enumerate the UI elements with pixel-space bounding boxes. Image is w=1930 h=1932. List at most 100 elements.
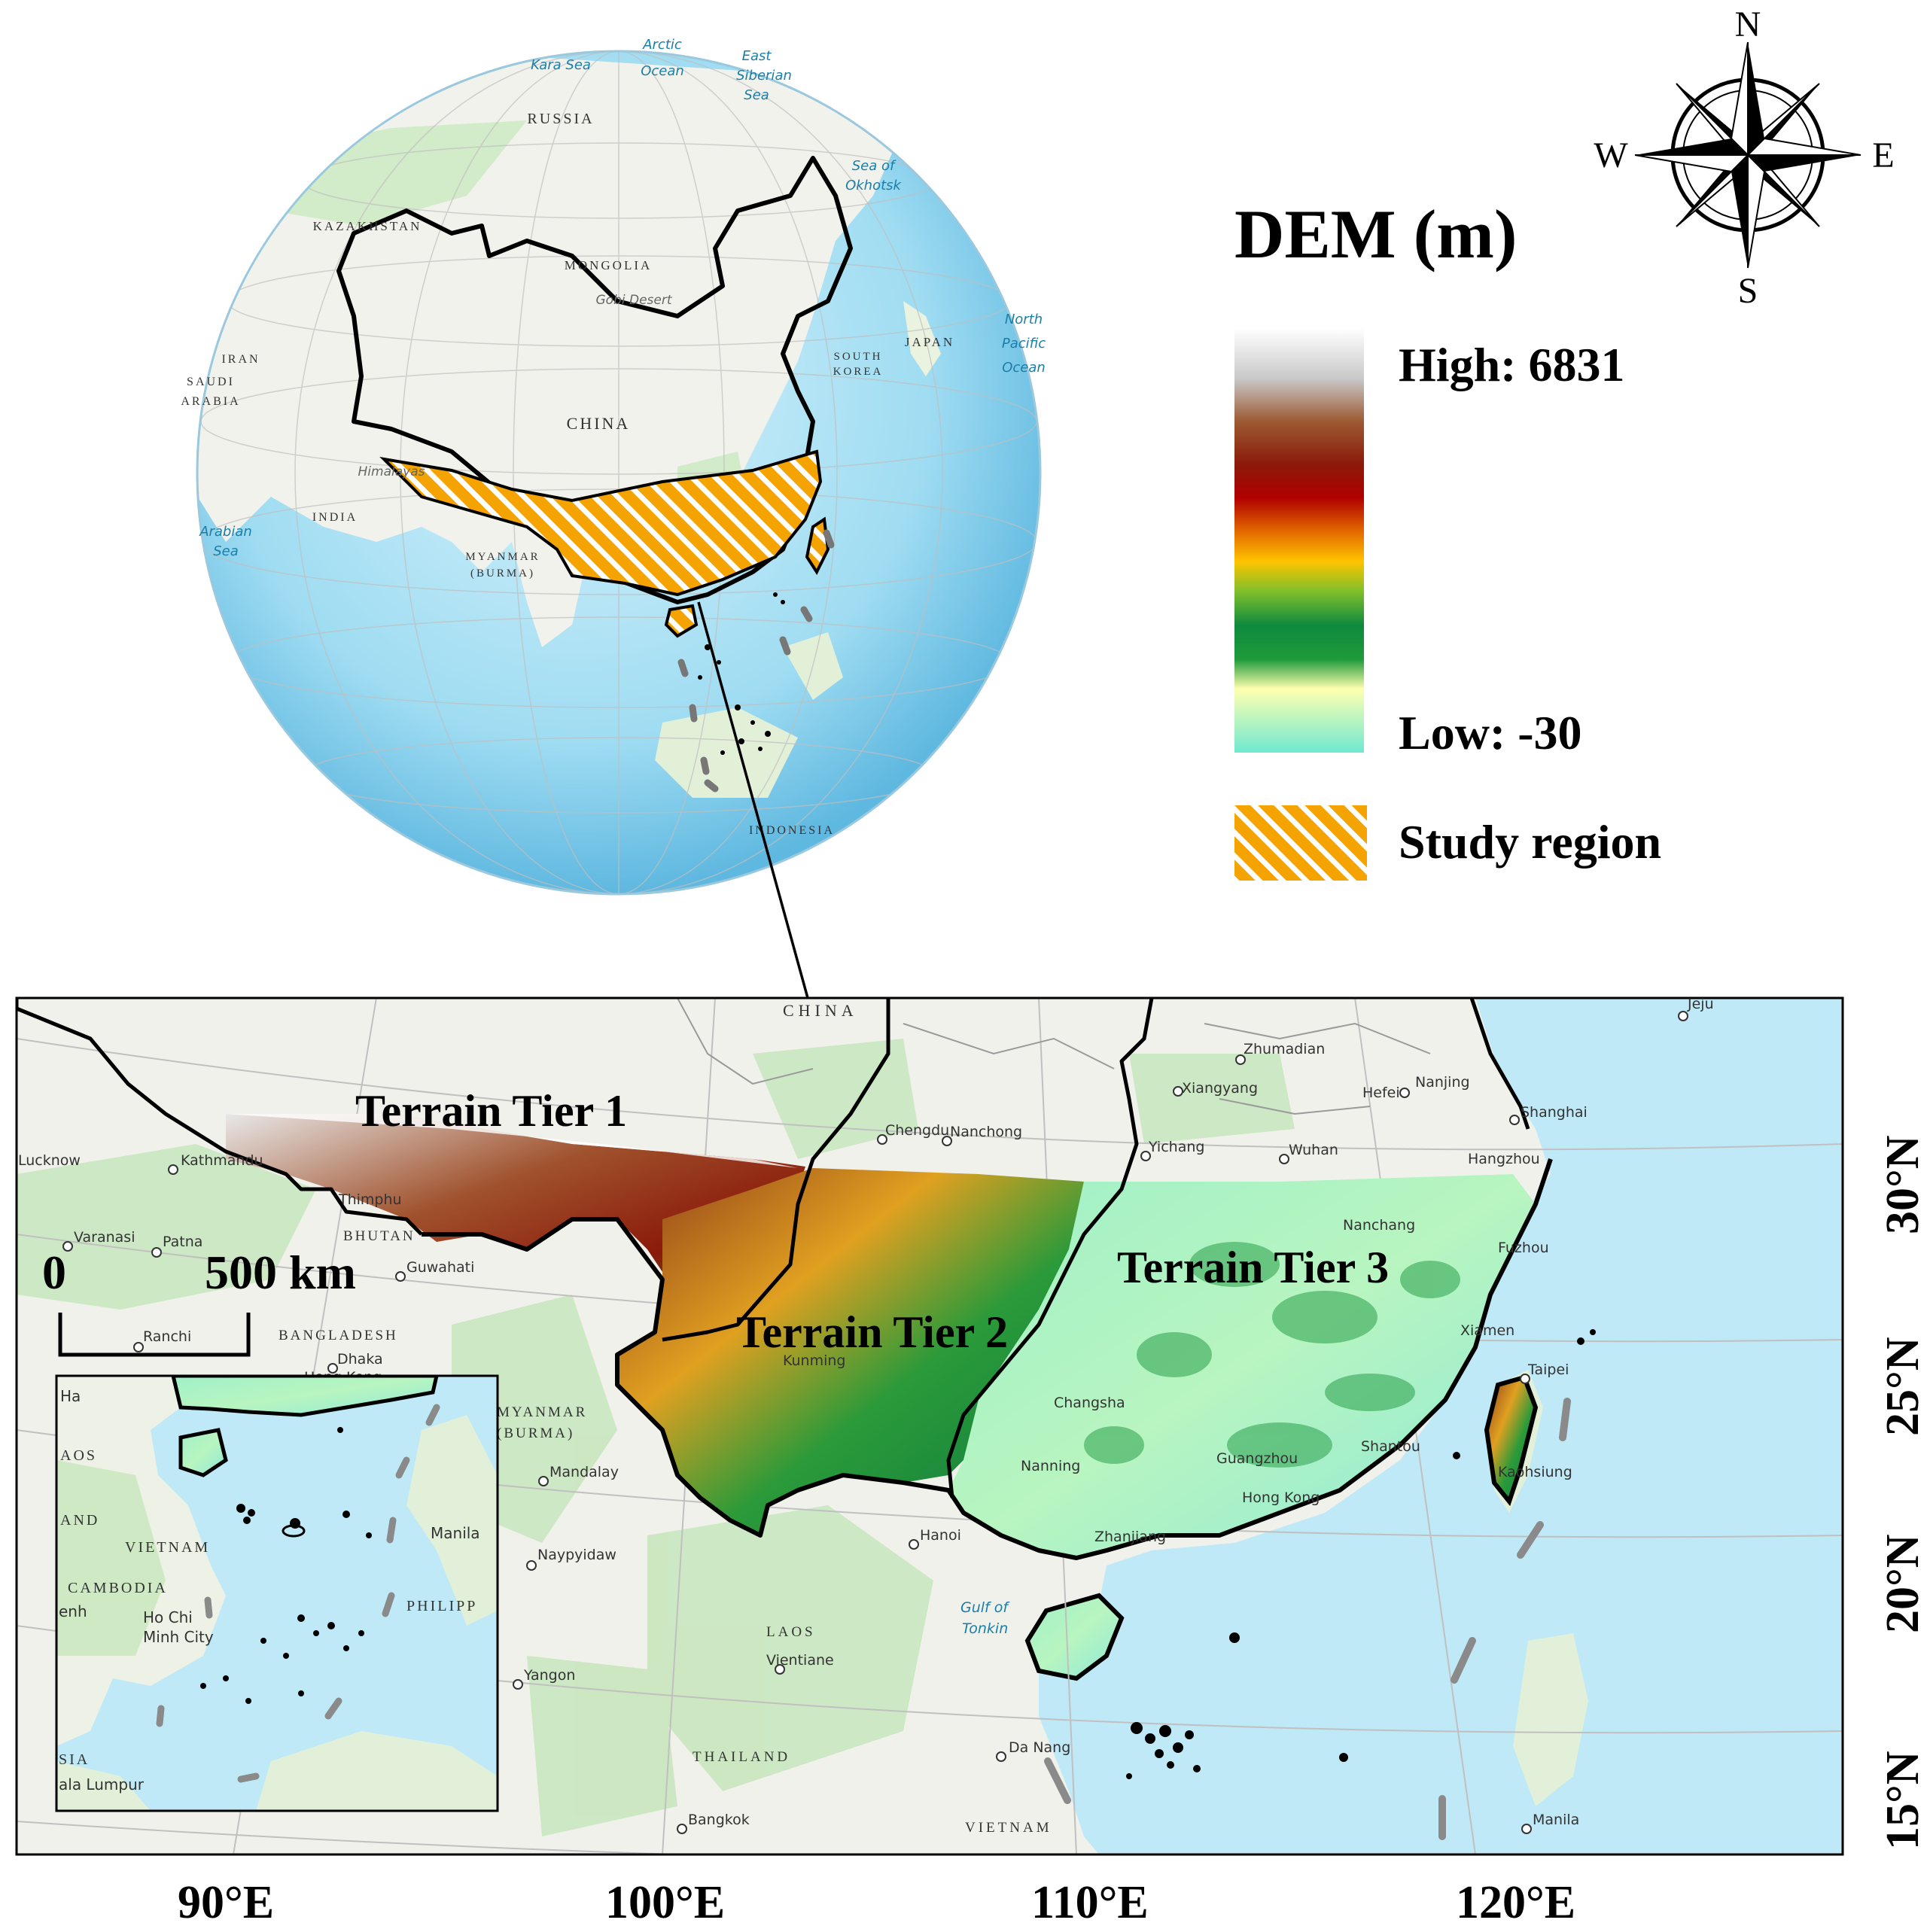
- inset-manila: Manila: [431, 1524, 480, 1542]
- legend-low: Low: -30: [1399, 706, 1582, 759]
- label-saudi-1: SAUDI: [187, 376, 235, 388]
- inset-ha: Ha: [60, 1387, 81, 1405]
- place-hefei: Hefei: [1362, 1085, 1400, 1101]
- inset-land-borneo: [256, 1731, 498, 1811]
- lat-label-15: 15°N: [1877, 1751, 1928, 1850]
- legend-study-swatch: [1234, 805, 1367, 881]
- main-map-vegetation: [17, 1039, 1295, 1836]
- label-north-pacific-2: Pacific: [1002, 336, 1046, 351]
- inset-ho-chi-1: Ho Chi: [143, 1608, 193, 1626]
- place-nanjing: Nanjing: [1415, 1074, 1470, 1091]
- label-india: INDIA: [312, 511, 358, 524]
- main-map-frame: [15, 996, 1844, 1856]
- globe-islands: [698, 592, 785, 755]
- label-terrain-tier-1: Terrain Tier 1: [355, 1086, 627, 1136]
- place-myanmar-1: MYANMAR: [497, 1404, 587, 1420]
- place-guangzhou: Guangzhou: [1216, 1450, 1298, 1467]
- label-arctic-ocean-2: Ocean: [641, 63, 684, 79]
- globe: Arctic Ocean Kara Sea East Siberian Sea …: [181, 37, 1046, 896]
- label-terrain-tier-3: Terrain Tier 3: [1117, 1243, 1389, 1292]
- place-yichang: Yichang: [1148, 1139, 1204, 1155]
- label-japan: JAPAN: [905, 335, 954, 349]
- compass-diagonal-star: [1676, 83, 1820, 227]
- place-xiamen: Xiamen: [1460, 1322, 1514, 1339]
- south-china-sea-islands: [1126, 1329, 1596, 1779]
- place-laos: LAOS: [766, 1624, 816, 1640]
- compass-w: W: [1594, 135, 1628, 175]
- label-arabian-sea-2: Sea: [213, 543, 239, 559]
- label-china-globe: CHINA: [567, 414, 631, 433]
- inset-land-malaya: [56, 1761, 151, 1811]
- place-vientiane: Vientiane: [766, 1652, 834, 1669]
- label-east-siberian-2: Siberian: [736, 68, 792, 84]
- place-zhumadian: Zhumadian: [1244, 1041, 1325, 1057]
- place-bangladesh: BANGLADESH: [279, 1328, 398, 1343]
- label-sea-of-okhotsk-2: Okhotsk: [845, 178, 902, 193]
- place-varanasi: Varanasi: [74, 1229, 135, 1246]
- globe-study-region: [379, 449, 823, 597]
- legend-study-region: Study region: [1399, 815, 1661, 869]
- globe-hainan: [664, 604, 699, 638]
- inset-vietnam: VIETNAM: [125, 1539, 210, 1556]
- scale-bar: 0 500 km: [42, 1246, 356, 1357]
- label-myanmar-2: (BURMA): [470, 567, 535, 580]
- main-map-dash-line: [1044, 1398, 1571, 1840]
- inset-phnom: enh: [59, 1602, 87, 1620]
- place-chengdu: Chengdu: [885, 1122, 949, 1139]
- inset-frame: [55, 1374, 499, 1812]
- inset-hainan: [178, 1428, 228, 1477]
- label-south-korea-2: KOREA: [833, 366, 884, 378]
- lon-label-120: 120°E: [1456, 1877, 1575, 1928]
- label-iran: IRAN: [221, 353, 260, 366]
- place-guwahati: Guwahati: [406, 1259, 474, 1276]
- legend-dem-ramp: [1234, 328, 1364, 753]
- place-patna: Patna: [163, 1234, 202, 1250]
- main-map-philippines: [1513, 1633, 1588, 1806]
- place-thimphu: Thimphu: [338, 1191, 402, 1208]
- place-zhanjiang: Zhanjiang: [1094, 1529, 1166, 1545]
- lon-label-110: 110°E: [1031, 1877, 1149, 1928]
- globe-rim: [196, 50, 1042, 896]
- compass-n: N: [1735, 5, 1761, 44]
- place-da-nang: Da Nang: [1009, 1739, 1070, 1756]
- place-gulf-2: Tonkin: [962, 1620, 1008, 1637]
- place-manila: Manila: [1533, 1812, 1579, 1828]
- label-south-korea-1: SOUTH: [833, 351, 882, 363]
- place-lucknow: Lucknow: [18, 1152, 81, 1169]
- label-east-siberian-1: East: [742, 48, 772, 64]
- place-naypyidaw: Naypyidaw: [537, 1547, 616, 1563]
- lon-label-90: 90°E: [178, 1877, 274, 1928]
- place-kaohsiung: Kaohsiung: [1498, 1464, 1572, 1480]
- inset-map: Ha AOS AND VIETNAM CAMBODIA enh Ho Chi M…: [55, 1374, 499, 1812]
- inset-laos: AOS: [60, 1447, 97, 1464]
- axis-labels: 90°E 100°E 110°E 120°E 30°N 25°N 20°N 15…: [178, 1135, 1928, 1928]
- place-china: CHINA: [783, 1001, 858, 1020]
- terrain-tier-1-dem: [226, 1114, 805, 1325]
- inset-dash-line: [156, 1404, 440, 1783]
- place-nanchong: Nanchong: [950, 1124, 1022, 1140]
- label-kara-sea: Kara Sea: [531, 57, 591, 73]
- inset-cambodia: CAMBODIA: [68, 1580, 168, 1596]
- inset-reef: [282, 1524, 306, 1538]
- place-taipei: Taipei: [1527, 1362, 1569, 1378]
- label-myanmar-1: MYANMAR: [465, 551, 540, 563]
- inset-kl: ala Lumpur: [59, 1775, 145, 1794]
- label-terrain-tier-2: Terrain Tier 2: [736, 1307, 1008, 1357]
- north-arrow: N S E W: [1594, 5, 1894, 311]
- legend-high: High: 6831: [1399, 338, 1624, 391]
- place-kunming: Kunming: [783, 1352, 846, 1369]
- inset-labels: Ha AOS AND VIETNAM CAMBODIA enh Ho Chi M…: [59, 1387, 480, 1794]
- label-arctic-ocean-1: Arctic: [642, 37, 682, 53]
- province-borders: [677, 998, 1431, 1115]
- place-thailand: THAILAND: [693, 1749, 790, 1765]
- place-myanmar-2: (BURMA): [497, 1425, 574, 1441]
- terrain-tier-3-dem: [948, 1174, 1536, 1558]
- place-bhutan: BHUTAN: [343, 1228, 416, 1244]
- tier-1-2-boundary: [662, 998, 890, 1342]
- place-hangzhou: Hangzhou: [1468, 1151, 1540, 1167]
- inset-forest: [56, 1460, 166, 1656]
- place-hanoi: Hanoi: [920, 1527, 961, 1544]
- main-map-hainan: [1024, 1593, 1125, 1681]
- globe-land-japan: [903, 301, 941, 376]
